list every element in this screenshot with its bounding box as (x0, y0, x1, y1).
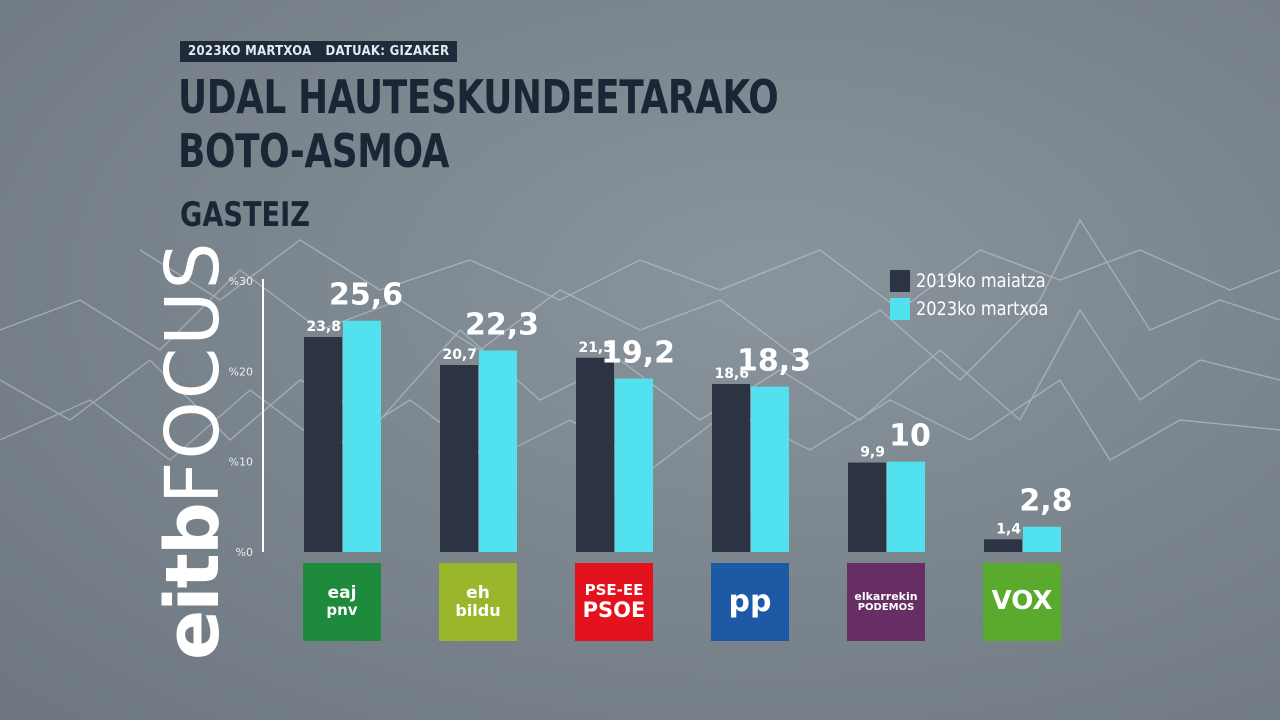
party-logo-text: VOX (991, 586, 1053, 617)
party-logo-text: eh (466, 582, 490, 603)
party-logo-podemos-dots-icon: elkarrekin PODEMOS (847, 563, 925, 641)
data-label-2023: 22,3 (465, 308, 539, 343)
party-logo-text: pnv (326, 601, 358, 620)
party-logo-psoe-logo: PSE-EE PSOE (575, 563, 653, 641)
party-logo-vox-logo: VOX (983, 563, 1061, 641)
party-logo-text: PSOE (582, 597, 646, 622)
data-label-2019: 9,9 (860, 445, 885, 461)
data-label-2023: 2,8 (1019, 484, 1072, 519)
bar-2019 (440, 365, 478, 552)
bar-2019 (848, 462, 886, 552)
bar-2019 (712, 383, 750, 552)
page-title: UDAL HAUTESKUNDEETARAKO BOTO-ASMOA (178, 70, 779, 178)
y-tick-label: %10 (229, 456, 253, 469)
legend-label-2019: 2019ko maiatza (916, 270, 1046, 292)
party-logo-text: bildu (455, 600, 501, 620)
party-logo-text: pp (728, 584, 772, 620)
bar-2019 (304, 337, 342, 552)
bar-2023 (343, 320, 381, 552)
source-label: DATUAK: GIZAKER (325, 44, 450, 59)
bar-2023 (887, 461, 925, 552)
data-label-2019: 21,5 (578, 340, 613, 356)
bar-2019 (576, 357, 614, 552)
data-label-2023: 18,3 (737, 344, 811, 379)
data-label-2023: 25,6 (329, 278, 403, 313)
title-line-1: UDAL HAUTESKUNDEETARAKO (178, 70, 779, 124)
data-label-2019: 23,8 (306, 319, 341, 335)
y-tick-label: %0 (236, 546, 253, 559)
party-logo-ehbildu-logo: eh bildu (439, 563, 517, 641)
party-logo-text: PODEMOS (857, 601, 915, 613)
bar-2023 (615, 378, 653, 552)
party-logo-text: PSE-EE (584, 581, 644, 600)
bar-2023 (1023, 526, 1061, 552)
legend-item-2023: 2023ko martxoa (890, 296, 1072, 322)
data-label-2019: 18,6 (714, 366, 749, 382)
y-tick-label: %20 (229, 365, 253, 378)
legend-item-2019: 2019ko maiatza (890, 268, 1072, 294)
party-logo-text: elkarrekin (854, 589, 918, 603)
bar-2023 (751, 386, 789, 552)
date-label: 2023KO MARTXOA (188, 44, 312, 59)
bar-2019 (984, 539, 1022, 552)
legend-swatch-2019 (890, 270, 910, 292)
party-logo-pp-logo: pp (711, 563, 789, 641)
chart-legend: 2019ko maiatza 2023ko martxoa (890, 268, 1072, 324)
party-logo-pnv-leaf-icon: eaj pnv (303, 563, 381, 641)
legend-swatch-2023 (890, 298, 910, 320)
title-line-2: BOTO-ASMOA (178, 124, 450, 178)
data-label-2019: 20,7 (442, 347, 477, 363)
party-logo-text: eaj (327, 583, 357, 604)
data-label-2019: 1,4 (996, 521, 1021, 537)
legend-label-2023: 2023ko martxoa (916, 298, 1049, 320)
city-subtitle: GASTEIZ (180, 195, 310, 235)
source-tag: 2023KO MARTXOA DATUAK: GIZAKER (180, 41, 458, 62)
data-label-2023: 10 (889, 419, 931, 454)
bar-2023 (479, 350, 517, 552)
y-tick-label: %30 (229, 275, 253, 288)
data-label-2023: 19,2 (601, 336, 675, 371)
